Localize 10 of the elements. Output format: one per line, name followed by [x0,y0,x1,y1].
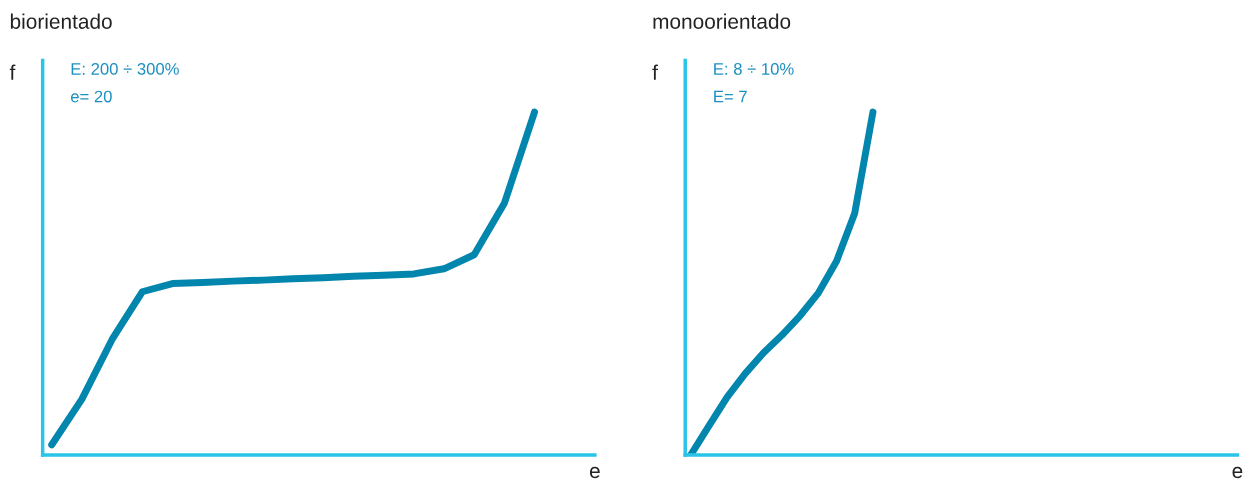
x-axis-title: e [589,466,600,479]
text: e= 20 [70,90,112,103]
y-axis-title: f [9,64,16,80]
x-axis-title: e [1232,466,1243,479]
text: E= 7 [714,90,747,103]
chart-title: monoorientado [653,13,791,29]
text: E: 200 ÷ 300% [71,63,179,75]
chart-title: biorientado [10,13,112,29]
y-axis-title: f [652,64,658,80]
text: E: 8 ÷ 10% [714,63,794,75]
